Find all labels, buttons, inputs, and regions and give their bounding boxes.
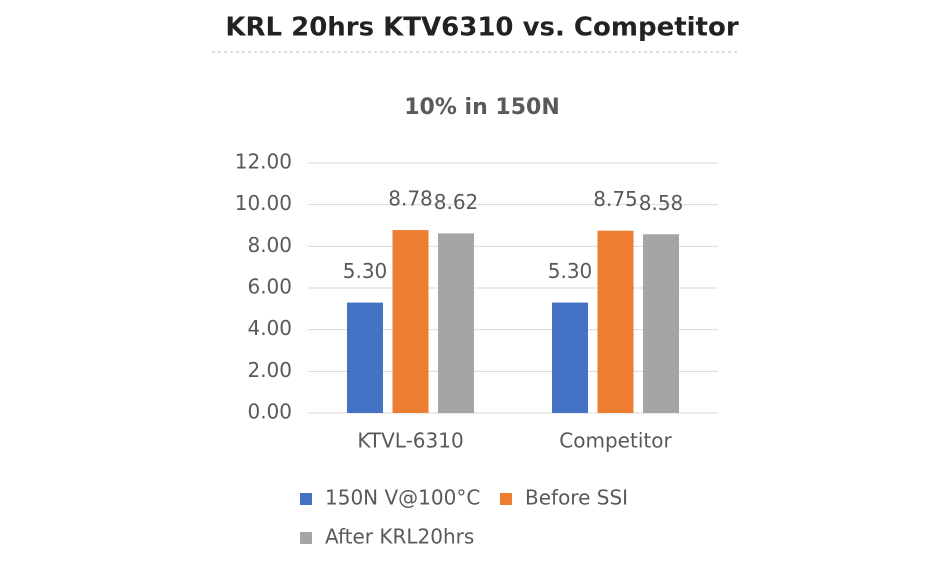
chart-title: 10% in 150N xyxy=(404,95,560,120)
bar xyxy=(438,233,474,413)
y-tick-label: 2.00 xyxy=(247,358,292,382)
x-tick-label: KTVL-6310 xyxy=(357,429,463,453)
value-label: 5.30 xyxy=(548,259,593,283)
value-label: 8.58 xyxy=(639,191,684,215)
legend-label: Before SSI xyxy=(525,486,628,510)
bar xyxy=(597,230,634,413)
bar xyxy=(347,302,383,413)
value-label: 8.78 xyxy=(388,187,433,211)
y-tick-label: 8.00 xyxy=(247,233,292,257)
legend-swatch xyxy=(500,493,512,505)
legend-label: After KRL20hrs xyxy=(325,525,474,549)
bar xyxy=(643,234,679,413)
x-tick-label: Competitor xyxy=(559,429,672,453)
value-label: 8.75 xyxy=(593,187,638,211)
bar xyxy=(552,302,588,413)
y-tick-label: 12.00 xyxy=(235,150,292,174)
y-tick-label: 6.00 xyxy=(247,275,292,299)
page-title: KRL 20hrs KTV6310 vs. Competitor xyxy=(225,13,739,43)
y-tick-label: 4.00 xyxy=(247,316,292,340)
legend-swatch xyxy=(300,532,312,544)
value-label: 5.30 xyxy=(343,259,388,283)
legend-label: 150N V@100°C xyxy=(325,486,480,510)
y-tick-label: 0.00 xyxy=(247,400,292,424)
value-label: 8.62 xyxy=(434,190,479,214)
bar xyxy=(392,230,429,413)
legend-swatch xyxy=(300,493,312,505)
y-tick-label: 10.00 xyxy=(235,191,292,215)
